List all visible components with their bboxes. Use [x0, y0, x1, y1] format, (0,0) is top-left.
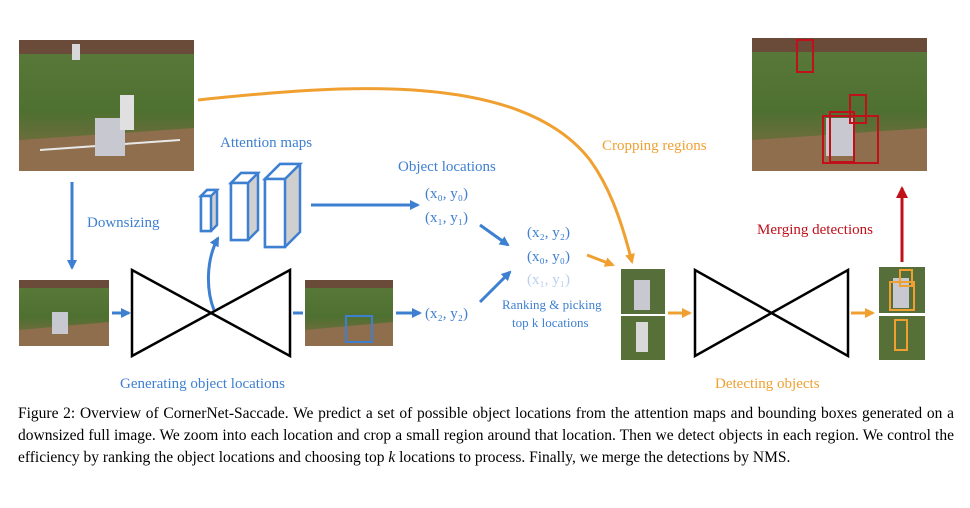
- generator-network: [130, 267, 292, 359]
- ranking-label-line2: top k locations: [512, 315, 589, 330]
- figure-caption: Figure 2: Overview of CornerNet-Saccade.…: [18, 403, 954, 469]
- merging-detections-label: Merging detections: [757, 222, 873, 238]
- attention-maps: [197, 162, 304, 249]
- attention-arrow: [206, 236, 220, 311]
- generating-object-locations-label: Generating object locations: [120, 376, 285, 392]
- cropping-regions-label: Cropping regions: [602, 138, 707, 154]
- caption-k: k: [388, 449, 396, 466]
- box-prediction-image: [305, 280, 393, 346]
- cropping-regions-arrow: [197, 87, 635, 264]
- caption-prefix: Figure 2: Overview of CornerNet-Saccade.…: [18, 405, 954, 466]
- merged-output-image: [752, 38, 927, 171]
- ranked-location-x0-y0: (x₀, y₀): [527, 249, 570, 265]
- detector-network: [693, 267, 850, 359]
- detecting-objects-label: Detecting objects: [715, 376, 820, 392]
- location-x0-y0: (x₀, y₀): [425, 186, 468, 202]
- downsized-image: [19, 280, 109, 346]
- location-x2-y2: (x₂, y₂): [425, 306, 468, 322]
- cropped-regions: [621, 269, 665, 360]
- object-locations-label: Object locations: [398, 159, 496, 175]
- detection-crops: [879, 267, 925, 360]
- caption-suffix: locations to process. Finally, we merge …: [395, 449, 791, 466]
- location-x1-y1: (x₁, y₁): [425, 210, 468, 226]
- downsizing-label: Downsizing: [87, 215, 160, 231]
- pipeline-diagram: Downsizing Attention maps Object locatio…: [19, 38, 927, 392]
- ranked-location-x1-y1: (x₁, y₁): [527, 272, 570, 288]
- attention-maps-label: Attention maps: [220, 135, 312, 151]
- ranking-label-line1: Ranking & picking: [502, 297, 602, 312]
- ranked-location-x2-y2: (x₂, y₂): [527, 225, 570, 241]
- full-input-image: [19, 40, 194, 171]
